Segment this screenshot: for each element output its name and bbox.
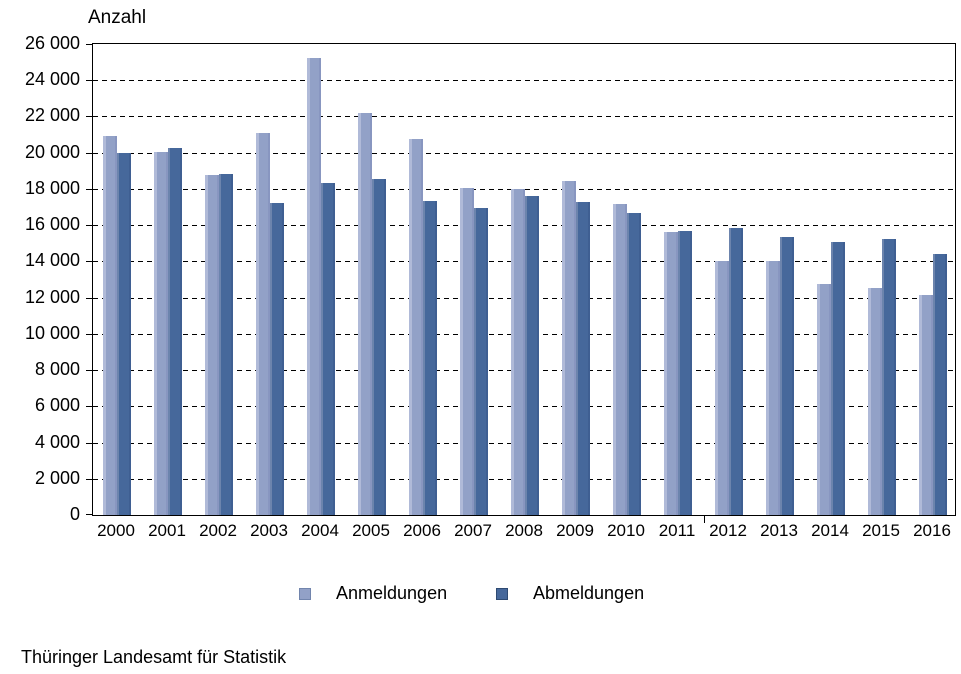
x-tick-label-2001: 2001 — [148, 521, 186, 540]
y-tick-label-6000: 6 000 — [34, 395, 80, 416]
bar-abmeldungen-2002 — [219, 174, 233, 515]
y-axis-tick-12000 — [86, 298, 93, 299]
bar-abmeldungen-2011 — [678, 230, 692, 515]
y-tick-label-16000: 16 000 — [24, 214, 80, 235]
y-tick-label-12000: 12 000 — [24, 286, 80, 307]
bar-abmeldungen-2012 — [729, 227, 743, 515]
bar-abmeldungen-2004 — [321, 182, 335, 515]
bar-abmeldungen-2016 — [933, 254, 947, 515]
plot-area — [86, 43, 956, 523]
bar-anmeldungen-2006 — [409, 139, 423, 515]
y-axis-tick-10000 — [86, 334, 93, 335]
y-axis-tick-24000 — [86, 80, 93, 81]
x-tick-label-2013: 2013 — [760, 521, 798, 540]
y-axis-tick-6000 — [86, 406, 93, 407]
x-tick-label-2006: 2006 — [403, 521, 441, 540]
y-tick-label-24000: 24 000 — [24, 69, 80, 90]
bar-abmeldungen-2007 — [474, 207, 488, 515]
legend-swatch-anmeldungen — [299, 588, 311, 600]
y-axis-tick-18000 — [86, 189, 93, 190]
x-tick-label-2016: 2016 — [913, 521, 951, 540]
y-axis-tick-4000 — [86, 443, 93, 444]
y-axis-tick-26000 — [86, 44, 93, 45]
bar-anmeldungen-2008 — [511, 188, 525, 515]
legend-label-anmeldungen: Anmeldungen — [336, 583, 448, 603]
bar-abmeldungen-2006 — [423, 200, 437, 515]
bar-abmeldungen-2015 — [882, 238, 896, 515]
x-tick-label-2012: 2012 — [709, 521, 747, 540]
source-attribution: Thüringer Landesamt für Statistik — [21, 647, 287, 667]
x-tick-label-2000: 2000 — [97, 521, 135, 540]
y-tick-label-4000: 4 000 — [34, 431, 80, 452]
bar-abmeldungen-2009 — [576, 201, 590, 515]
y-tick-label-2000: 2 000 — [34, 467, 80, 488]
bar-abmeldungen-2014 — [831, 242, 845, 515]
y-axis-tick-22000 — [86, 116, 93, 117]
bar-anmeldungen-2010 — [613, 204, 627, 515]
bar-abmeldungen-2003 — [270, 202, 284, 515]
y-axis-tick-8000 — [86, 370, 93, 371]
x-axis-tick-2011-2012 — [704, 515, 705, 523]
y-axis-title: Anzahl — [88, 7, 147, 28]
bar-anmeldungen-2015 — [868, 287, 882, 515]
bar-anmeldungen-2007 — [460, 188, 474, 515]
x-tick-label-2004: 2004 — [301, 521, 339, 540]
x-tick-label-2015: 2015 — [862, 521, 900, 540]
y-axis-tick-0 — [86, 514, 93, 515]
bar-anmeldungen-2016 — [919, 294, 933, 515]
bar-anmeldungen-2009 — [562, 180, 576, 515]
y-tick-label-0: 0 — [69, 504, 80, 524]
x-tick-label-2010: 2010 — [607, 521, 645, 540]
x-tick-label-2009: 2009 — [556, 521, 594, 540]
bar-abmeldungen-2013 — [780, 236, 794, 515]
gridline-20000 — [93, 153, 955, 154]
bar-anmeldungen-2005 — [358, 112, 372, 515]
y-tick-label-8000: 8 000 — [34, 359, 80, 380]
legend-swatch-abmeldungen — [496, 588, 508, 600]
legend-label-abmeldungen: Abmeldungen — [533, 583, 645, 603]
bar-abmeldungen-2005 — [372, 179, 386, 515]
y-axis-tick-16000 — [86, 225, 93, 226]
x-tick-label-2003: 2003 — [250, 521, 288, 540]
gridline-22000 — [93, 116, 955, 117]
bar-anmeldungen-2012 — [715, 261, 729, 515]
y-tick-label-26000: 26 000 — [24, 33, 80, 53]
x-tick-label-2008: 2008 — [505, 521, 543, 540]
bar-abmeldungen-2001 — [168, 148, 182, 515]
x-tick-label-2005: 2005 — [352, 521, 390, 540]
bar-anmeldungen-2011 — [664, 231, 678, 515]
bar-anmeldungen-2002 — [205, 175, 219, 515]
y-tick-label-14000: 14 000 — [24, 250, 80, 271]
bar-anmeldungen-2003 — [256, 132, 270, 515]
y-tick-label-22000: 22 000 — [24, 105, 80, 126]
bar-abmeldungen-2000 — [117, 152, 131, 515]
x-tick-label-2014: 2014 — [811, 521, 849, 540]
y-tick-label-10000: 10 000 — [24, 322, 80, 343]
y-axis-tick-14000 — [86, 261, 93, 262]
x-tick-label-2011: 2011 — [658, 521, 696, 540]
x-tick-label-2002: 2002 — [199, 521, 237, 540]
bar-anmeldungen-2013 — [766, 260, 780, 515]
bar-abmeldungen-2008 — [525, 196, 539, 515]
y-axis-tick-2000 — [86, 479, 93, 480]
bar-abmeldungen-2010 — [627, 213, 641, 515]
bar-anmeldungen-2014 — [817, 284, 831, 515]
x-tick-label-2007: 2007 — [454, 521, 492, 540]
bar-anmeldungen-2001 — [154, 151, 168, 515]
bar-anmeldungen-2000 — [103, 136, 117, 515]
y-tick-label-20000: 20 000 — [24, 141, 80, 162]
bar-anmeldungen-2004 — [307, 57, 321, 515]
y-tick-label-18000: 18 000 — [24, 177, 80, 198]
gridline-24000 — [93, 80, 955, 81]
y-axis-tick-20000 — [86, 153, 93, 154]
